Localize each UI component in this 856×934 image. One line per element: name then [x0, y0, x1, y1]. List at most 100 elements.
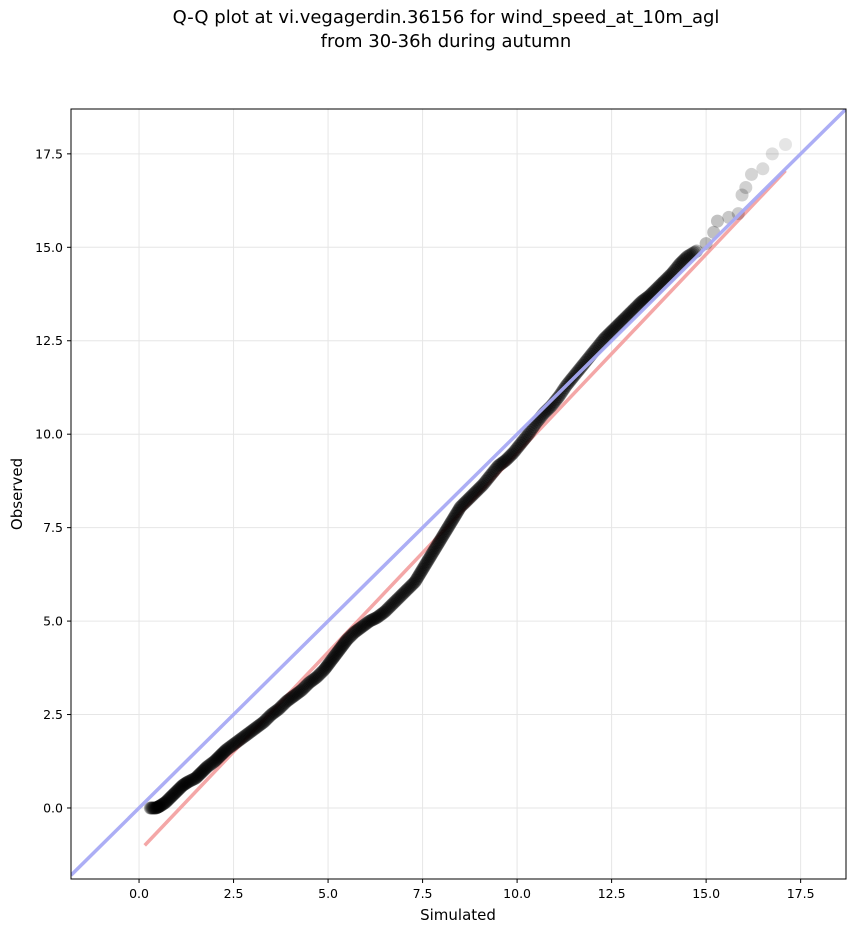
- qq-point: [390, 592, 404, 606]
- qq-point: [176, 778, 190, 792]
- qq-point: [212, 750, 226, 764]
- qq-point: [242, 726, 256, 740]
- qq-point: [317, 663, 331, 677]
- x-tick-label: 15.0: [692, 886, 720, 901]
- qq-point: [499, 453, 513, 467]
- qq-point: [297, 681, 311, 695]
- qq-point: [328, 649, 342, 663]
- qq-point: [452, 502, 466, 516]
- qq-point: [485, 467, 499, 481]
- qq-point: [409, 573, 423, 587]
- qq-point: [491, 459, 505, 473]
- qq-point: [455, 499, 469, 513]
- qq-point: [481, 471, 495, 485]
- qq-point: [152, 800, 166, 814]
- qq-point: [407, 576, 421, 590]
- qq-point: [456, 498, 470, 512]
- qq-point: [150, 801, 164, 815]
- axis-ticks: 0.0 2.5 5.0 7.5 10.0 12.5 15.0 17.5 0.0 2.5 5.0 7.5…: [35, 146, 814, 901]
- y-tick-label: 7.5: [43, 520, 63, 535]
- qq-point: [301, 677, 315, 691]
- qq-point: [596, 333, 610, 347]
- qq-point: [460, 494, 474, 508]
- qq-point: [514, 437, 528, 451]
- qq-point: [276, 698, 290, 712]
- qq-point: [436, 528, 450, 542]
- qq-point: [603, 326, 617, 340]
- qq-point: [229, 736, 243, 750]
- qq-point: [177, 777, 191, 791]
- qq-point: [258, 714, 272, 728]
- qq-point: [230, 735, 244, 749]
- qq-point: [364, 613, 378, 627]
- qq-point: [446, 513, 460, 527]
- qq-point: [416, 562, 430, 576]
- qq-point: [450, 506, 464, 520]
- qq-point: [480, 473, 494, 487]
- qq-point: [264, 708, 278, 722]
- qq-point: [631, 298, 645, 312]
- qq-point: [326, 651, 340, 665]
- qq-point: [253, 718, 267, 732]
- qq-point: [173, 781, 187, 795]
- qq-point: [620, 309, 634, 323]
- qq-point: [293, 684, 307, 698]
- qq-point: [404, 579, 418, 593]
- qq-point: [408, 575, 422, 589]
- qq-point: [346, 627, 360, 641]
- qq-point: [218, 744, 232, 758]
- qq-point: [339, 634, 353, 648]
- chart-title: Q-Q plot at vi.vegagerdin.36156 for wind…: [0, 6, 856, 54]
- qq-point: [248, 722, 262, 736]
- qq-point: [283, 692, 297, 706]
- qq-point: [515, 435, 529, 449]
- qq-point: [487, 464, 501, 478]
- qq-point: [277, 697, 291, 711]
- qq-point: [214, 748, 228, 762]
- qq-point: [441, 520, 455, 534]
- qq-point: [156, 797, 170, 811]
- qq-point: [146, 801, 160, 815]
- qq-point: [399, 584, 413, 598]
- qq-point: [224, 739, 238, 753]
- qq-point: [501, 451, 515, 465]
- qq-point: [394, 589, 408, 603]
- qq-point: [349, 624, 363, 638]
- qq-point: [356, 619, 370, 633]
- qq-point: [447, 511, 461, 525]
- qq-point: [387, 596, 401, 610]
- qq-point: [518, 432, 532, 446]
- y-tick-label: 17.5: [35, 146, 63, 161]
- qq-point: [254, 717, 268, 731]
- qq-point: [171, 783, 185, 797]
- qq-point: [418, 558, 432, 572]
- qq-point: [181, 775, 195, 789]
- qq-point: [495, 456, 509, 470]
- qq-point: [632, 297, 646, 311]
- qq-point: [261, 711, 275, 725]
- qq-point: [355, 620, 369, 634]
- x-tick-label: 17.5: [787, 886, 815, 901]
- qq-point: [617, 312, 631, 326]
- qq-point: [170, 784, 184, 798]
- qq-point: [420, 555, 434, 569]
- qq-point: [344, 629, 358, 643]
- qq-point: [521, 427, 535, 441]
- qq-point: [206, 755, 220, 769]
- qq-point: [756, 162, 770, 176]
- qq-point: [327, 650, 341, 664]
- qq-point: [159, 795, 173, 809]
- qq-point: [245, 723, 259, 737]
- qq-point: [419, 556, 433, 570]
- qq-point: [160, 794, 174, 808]
- x-tick-label: 0.0: [129, 886, 149, 901]
- qq-point: [333, 641, 347, 655]
- qq-point: [634, 296, 648, 310]
- qq-point: [392, 591, 406, 605]
- qq-point: [504, 448, 518, 462]
- qq-point: [425, 547, 439, 561]
- y-tick-label: 5.0: [43, 614, 63, 629]
- qq-point: [600, 329, 614, 343]
- qq-point: [252, 719, 266, 733]
- qq-point: [227, 737, 241, 751]
